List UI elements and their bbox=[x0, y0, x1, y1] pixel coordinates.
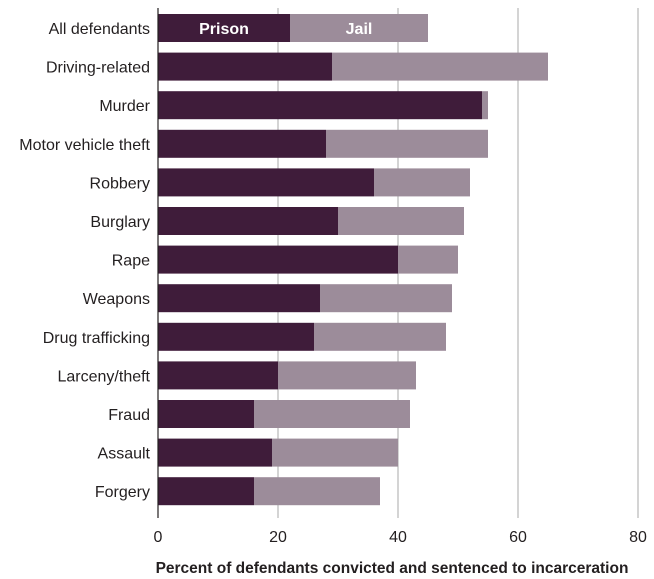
x-tick-label: 80 bbox=[629, 529, 647, 546]
bar-prison-1 bbox=[158, 52, 332, 81]
bar-jail-3 bbox=[326, 129, 488, 158]
bar-jail-12 bbox=[254, 477, 380, 506]
bar-jail-9 bbox=[278, 361, 416, 390]
category-label: All defendants bbox=[49, 21, 150, 38]
category-labels: All defendants Driving-related Murder Motor… bbox=[19, 21, 150, 501]
x-axis-title: Percent of defendants convicted and sent… bbox=[156, 560, 629, 577]
bar-prison-7 bbox=[158, 284, 320, 313]
category-label: Fraud bbox=[108, 407, 150, 424]
x-tick-label: 60 bbox=[509, 529, 527, 546]
legend-jail: Jail bbox=[346, 21, 373, 38]
category-label: Driving-related bbox=[46, 60, 150, 77]
category-label: Rape bbox=[112, 253, 150, 270]
bar-jail-10 bbox=[254, 400, 410, 428]
category-label: Forgery bbox=[95, 484, 150, 501]
x-tick-label: 0 bbox=[154, 529, 163, 546]
bar-prison-5 bbox=[158, 207, 338, 235]
category-label: Murder bbox=[99, 98, 150, 115]
bar-prison-2 bbox=[158, 91, 482, 120]
bar-prison-12 bbox=[158, 477, 254, 506]
bar-prison-10 bbox=[158, 400, 254, 428]
category-label: Weapons bbox=[83, 291, 150, 308]
x-tick-labels: 0 20 40 60 80 bbox=[154, 529, 647, 546]
bar-prison-0 bbox=[158, 14, 290, 42]
category-label: Motor vehicle theft bbox=[19, 137, 150, 154]
bar-prison-8 bbox=[158, 322, 314, 351]
category-label: Larceny/theft bbox=[58, 368, 151, 385]
category-label: Robbery bbox=[90, 175, 150, 192]
category-label: Assault bbox=[98, 446, 151, 463]
bar-jail-5 bbox=[338, 207, 464, 235]
bar-jail-11 bbox=[272, 438, 398, 467]
bar-prison-11 bbox=[158, 438, 272, 467]
legend-prison: Prison bbox=[199, 21, 249, 38]
bar-prison-4 bbox=[158, 168, 374, 197]
bar-prison-9 bbox=[158, 361, 278, 390]
legend: Prison Jail bbox=[199, 21, 372, 38]
bar-prison-6 bbox=[158, 245, 398, 274]
x-tick-label: 20 bbox=[269, 529, 287, 546]
bar-jail-2 bbox=[482, 91, 488, 120]
bars bbox=[158, 14, 548, 506]
x-tick-label: 40 bbox=[389, 529, 407, 546]
bar-jail-4 bbox=[374, 168, 470, 197]
bar-jail-8 bbox=[314, 322, 446, 351]
category-label: Drug trafficking bbox=[43, 330, 150, 347]
bar-jail-1 bbox=[332, 52, 548, 81]
bar-prison-3 bbox=[158, 129, 326, 158]
bar-jail-6 bbox=[398, 245, 458, 274]
category-label: Burglary bbox=[90, 214, 150, 231]
bar-jail-0 bbox=[290, 14, 428, 42]
bar-jail-7 bbox=[320, 284, 452, 313]
